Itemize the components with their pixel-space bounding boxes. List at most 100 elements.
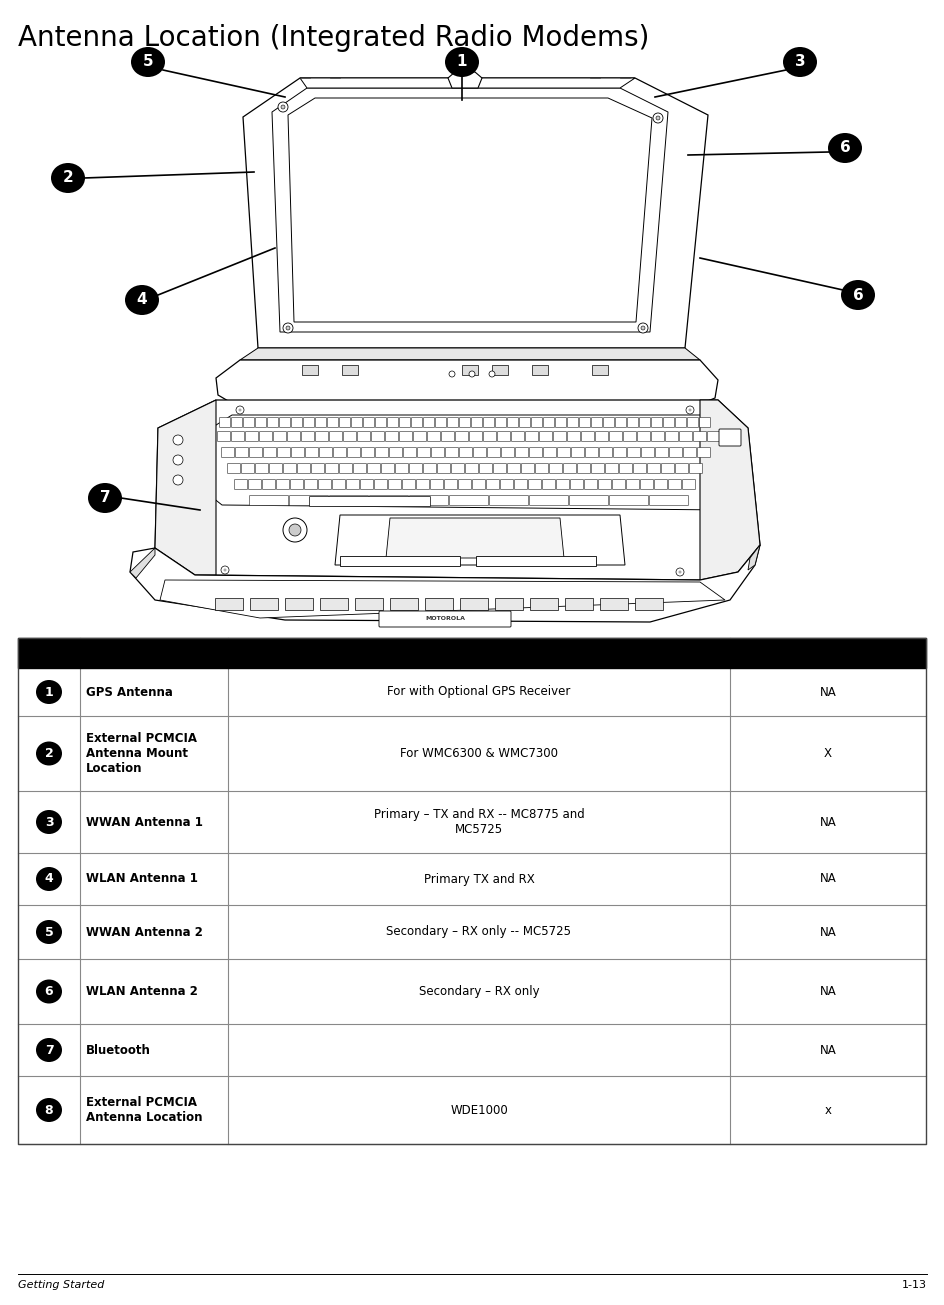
FancyBboxPatch shape <box>217 432 230 441</box>
Polygon shape <box>299 78 634 87</box>
Bar <box>591 365 607 375</box>
Text: 7: 7 <box>44 1044 53 1057</box>
Ellipse shape <box>445 47 479 77</box>
Text: Primary TX and RX: Primary TX and RX <box>423 873 533 886</box>
Polygon shape <box>160 579 724 619</box>
Ellipse shape <box>88 483 122 513</box>
FancyBboxPatch shape <box>242 463 254 474</box>
FancyBboxPatch shape <box>449 496 488 505</box>
FancyBboxPatch shape <box>375 418 386 428</box>
Circle shape <box>236 406 244 414</box>
FancyBboxPatch shape <box>409 463 422 474</box>
FancyBboxPatch shape <box>528 479 541 489</box>
Text: Bluetooth: Bluetooth <box>86 1044 151 1057</box>
Text: WWAN Antenna 1: WWAN Antenna 1 <box>86 816 203 829</box>
FancyBboxPatch shape <box>637 432 649 441</box>
FancyBboxPatch shape <box>577 463 590 474</box>
Text: Secondary – RX only: Secondary – RX only <box>418 985 539 998</box>
Text: Primary – TX and RX -- MC8775 and
MC5725: Primary – TX and RX -- MC8775 and MC5725 <box>373 808 583 837</box>
FancyBboxPatch shape <box>531 418 542 428</box>
FancyBboxPatch shape <box>379 611 511 626</box>
FancyBboxPatch shape <box>411 418 422 428</box>
Ellipse shape <box>783 47 817 77</box>
FancyBboxPatch shape <box>675 418 685 428</box>
FancyBboxPatch shape <box>500 479 513 489</box>
Polygon shape <box>130 548 155 578</box>
Circle shape <box>678 570 681 573</box>
Text: WLAN Antenna 1: WLAN Antenna 1 <box>86 873 197 886</box>
FancyBboxPatch shape <box>263 448 277 458</box>
FancyBboxPatch shape <box>619 463 632 474</box>
FancyBboxPatch shape <box>489 496 528 505</box>
FancyBboxPatch shape <box>548 463 562 474</box>
FancyBboxPatch shape <box>346 479 359 489</box>
FancyBboxPatch shape <box>647 463 660 474</box>
FancyBboxPatch shape <box>347 448 360 458</box>
FancyBboxPatch shape <box>579 418 590 428</box>
Bar <box>320 598 347 609</box>
FancyBboxPatch shape <box>605 463 617 474</box>
Circle shape <box>173 475 183 485</box>
Bar <box>302 365 318 375</box>
FancyBboxPatch shape <box>542 479 555 489</box>
FancyBboxPatch shape <box>328 418 338 428</box>
FancyBboxPatch shape <box>249 496 288 505</box>
FancyBboxPatch shape <box>563 463 576 474</box>
Text: NA: NA <box>818 925 835 938</box>
Bar <box>18 791 925 853</box>
FancyBboxPatch shape <box>231 418 243 428</box>
FancyBboxPatch shape <box>571 448 584 458</box>
FancyBboxPatch shape <box>567 432 580 441</box>
FancyBboxPatch shape <box>632 463 646 474</box>
Text: Getting Started: Getting Started <box>18 1280 104 1291</box>
Bar <box>530 598 557 609</box>
Circle shape <box>282 324 293 333</box>
FancyBboxPatch shape <box>221 448 234 458</box>
FancyBboxPatch shape <box>329 496 368 505</box>
Text: Antenna Location (Integrated Radio Modems): Antenna Location (Integrated Radio Modem… <box>18 23 649 52</box>
FancyBboxPatch shape <box>423 418 434 428</box>
FancyBboxPatch shape <box>514 479 527 489</box>
Circle shape <box>637 324 648 333</box>
FancyBboxPatch shape <box>409 496 448 505</box>
Polygon shape <box>130 545 759 622</box>
FancyBboxPatch shape <box>301 432 314 441</box>
FancyBboxPatch shape <box>663 418 674 428</box>
FancyBboxPatch shape <box>535 463 548 474</box>
Text: 7: 7 <box>99 491 110 505</box>
FancyBboxPatch shape <box>543 418 554 428</box>
FancyBboxPatch shape <box>333 448 346 458</box>
FancyBboxPatch shape <box>603 418 614 428</box>
FancyBboxPatch shape <box>483 418 494 428</box>
FancyBboxPatch shape <box>402 479 415 489</box>
FancyBboxPatch shape <box>497 432 510 441</box>
Circle shape <box>238 408 242 411</box>
FancyBboxPatch shape <box>283 463 296 474</box>
Text: x: x <box>823 1104 831 1117</box>
Bar <box>18 1077 925 1144</box>
FancyBboxPatch shape <box>501 448 514 458</box>
Text: 4: 4 <box>44 873 53 886</box>
FancyBboxPatch shape <box>598 448 612 458</box>
Polygon shape <box>700 401 759 579</box>
FancyBboxPatch shape <box>641 448 654 458</box>
FancyBboxPatch shape <box>539 432 552 441</box>
FancyBboxPatch shape <box>591 418 602 428</box>
Ellipse shape <box>36 810 62 834</box>
FancyBboxPatch shape <box>441 432 454 441</box>
FancyBboxPatch shape <box>387 418 398 428</box>
FancyBboxPatch shape <box>427 432 440 441</box>
Circle shape <box>289 525 301 536</box>
FancyBboxPatch shape <box>255 418 266 428</box>
FancyBboxPatch shape <box>679 432 692 441</box>
FancyBboxPatch shape <box>495 418 506 428</box>
FancyBboxPatch shape <box>389 448 402 458</box>
FancyBboxPatch shape <box>304 479 317 489</box>
Text: For with Optional GPS Receiver: For with Optional GPS Receiver <box>387 685 570 698</box>
FancyBboxPatch shape <box>598 479 611 489</box>
FancyBboxPatch shape <box>472 479 485 489</box>
FancyBboxPatch shape <box>447 418 458 428</box>
FancyBboxPatch shape <box>375 448 388 458</box>
Text: 1-13: 1-13 <box>901 1280 926 1291</box>
FancyBboxPatch shape <box>287 432 300 441</box>
